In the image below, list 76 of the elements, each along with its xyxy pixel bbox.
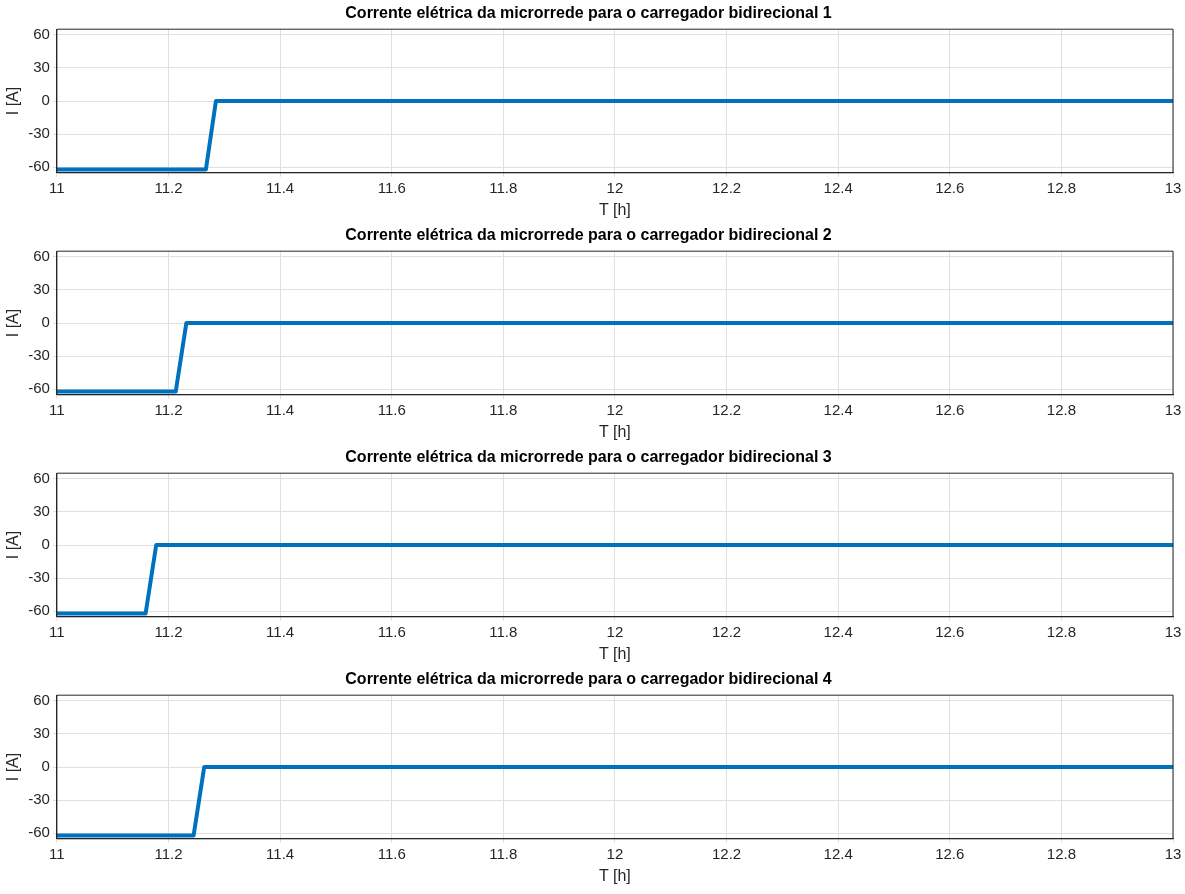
chart-title: Corrente elétrica da microrrede para o carregador bidirecional 1 [345, 4, 832, 22]
x-tick-label: 12 [606, 400, 624, 418]
x-tick-label: 11.6 [377, 400, 406, 418]
x-tick-label: 11 [49, 844, 65, 862]
x-tick-label: 12.8 [1046, 400, 1076, 418]
y-tick-label: 30 [33, 280, 50, 297]
y-tick-label: -60 [28, 823, 50, 841]
x-tick-label: 11.2 [154, 400, 183, 418]
y-tick-label: -60 [28, 379, 50, 397]
x-tick-label: 11.2 [154, 844, 183, 862]
x-tick-label: 11 [49, 400, 65, 418]
y-tick-label: 30 [33, 58, 50, 75]
y-tick-label: 60 [33, 246, 50, 264]
x-tick-label: 12.8 [1046, 178, 1076, 196]
x-tick-label: 11.4 [266, 178, 295, 196]
x-tick-label: 12.2 [711, 178, 742, 196]
x-tick-label: 12.2 [711, 400, 742, 418]
y-axis-title: I [A] [4, 308, 22, 338]
x-tick-label: 12.2 [711, 844, 742, 862]
x-tick-label: 11.6 [377, 844, 406, 862]
y-tick-label: 30 [33, 502, 50, 519]
y-tick-label: 0 [41, 313, 50, 331]
y-tick-label: 60 [33, 468, 50, 486]
x-tick-label: 12.6 [935, 178, 965, 196]
x-tick-label: 12 [606, 844, 624, 862]
x-tick-label: 11.2 [154, 622, 183, 640]
x-tick-label: 12.4 [823, 622, 853, 640]
x-tick-label: 11.8 [489, 178, 518, 196]
x-tick-label: 13 [1164, 178, 1182, 196]
x-tick-label: 12.6 [935, 844, 965, 862]
x-tick-label: 13 [1164, 844, 1182, 862]
x-tick-label: 11.2 [154, 178, 183, 196]
x-tick-label: 12.4 [823, 844, 853, 862]
y-axis-title: I [A] [4, 530, 22, 560]
x-tick-label: 12.4 [823, 178, 853, 196]
x-tick-label: 12 [606, 178, 624, 196]
x-tick-label: 11.6 [377, 622, 406, 640]
x-tick-label: 11 [49, 178, 65, 196]
x-tick-label: 12.6 [935, 622, 965, 640]
x-tick-label: 12 [606, 622, 624, 640]
x-tick-label: 11.8 [489, 622, 518, 640]
x-tick-label: 11.4 [266, 622, 295, 640]
x-axis-title: T [h] [599, 644, 631, 662]
y-tick-label: -30 [28, 568, 50, 586]
x-tick-label: 11.8 [489, 844, 518, 862]
y-tick-label: 0 [41, 757, 50, 775]
y-tick-label: -30 [28, 124, 50, 142]
y-tick-label: -60 [28, 157, 50, 175]
x-tick-label: 12.8 [1046, 844, 1076, 862]
x-axis-title: T [h] [599, 866, 631, 884]
x-tick-label: 12.8 [1046, 622, 1076, 640]
y-tick-label: 60 [33, 690, 50, 708]
x-tick-label: 13 [1164, 400, 1182, 418]
chart-title: Corrente elétrica da microrrede para o carregador bidirecional 2 [345, 226, 832, 244]
y-tick-label: -30 [28, 790, 50, 808]
chart-title: Corrente elétrica da microrrede para o carregador bidirecional 4 [345, 670, 832, 688]
y-tick-label: 0 [41, 91, 50, 109]
x-tick-label: 11.8 [489, 400, 518, 418]
y-axis-title: I [A] [4, 752, 22, 782]
y-tick-label: 0 [41, 535, 50, 553]
y-axis-title: I [A] [4, 86, 22, 116]
x-axis-title: T [h] [599, 200, 631, 218]
y-tick-label: -30 [28, 346, 50, 364]
y-tick-label: 30 [33, 724, 50, 741]
x-tick-label: 11.4 [266, 400, 295, 418]
x-tick-label: 12.4 [823, 400, 853, 418]
x-tick-label: 13 [1164, 622, 1182, 640]
chart-title: Corrente elétrica da microrrede para o carregador bidirecional 3 [345, 448, 832, 466]
y-tick-label: 60 [33, 24, 50, 42]
x-axis-title: T [h] [599, 422, 631, 440]
x-tick-label: 11 [49, 622, 65, 640]
x-tick-label: 12.6 [935, 400, 965, 418]
x-tick-label: 11.4 [266, 844, 295, 862]
x-tick-label: 11.6 [377, 178, 406, 196]
x-tick-label: 12.2 [711, 622, 742, 640]
y-tick-label: -60 [28, 601, 50, 619]
